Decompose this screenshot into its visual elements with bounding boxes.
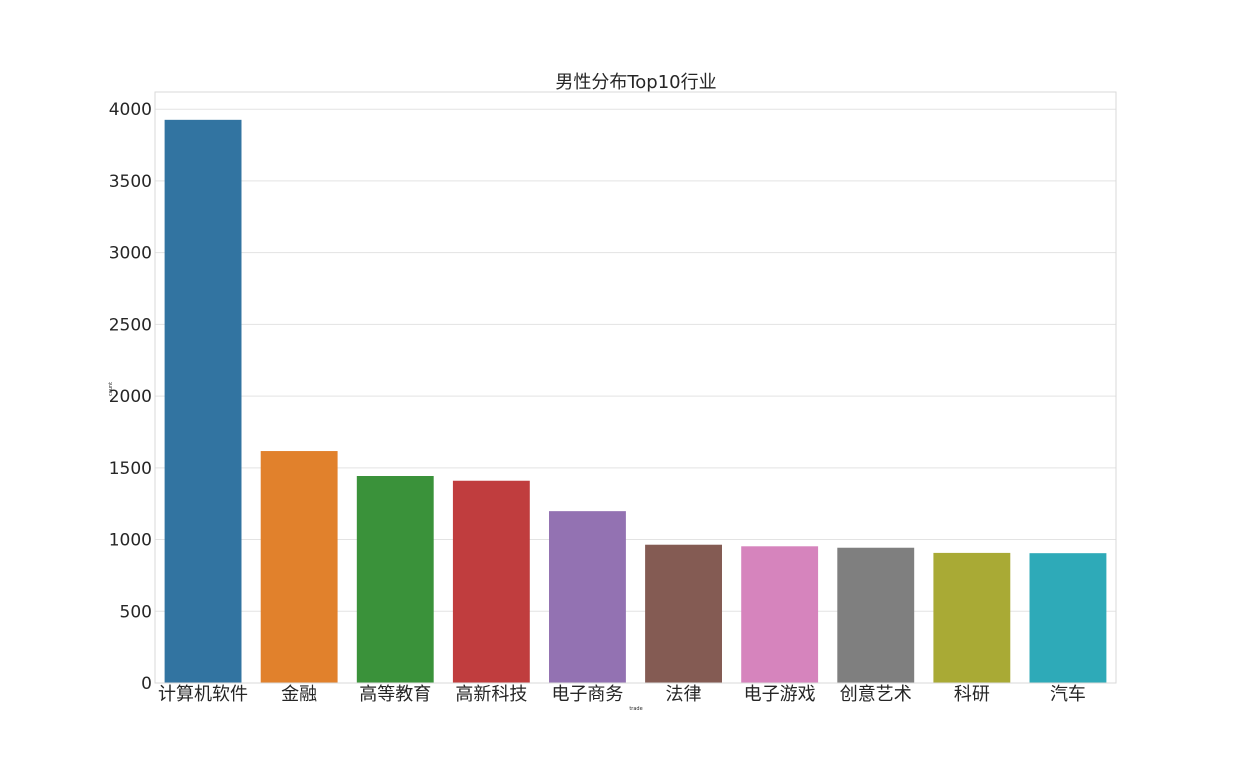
- x-tick-label: 高新科技: [455, 684, 527, 705]
- x-tick-label: 高等教育: [359, 684, 431, 705]
- x-tick-label: 汽车: [1050, 684, 1086, 705]
- bar-4: [452, 480, 530, 683]
- x-tick-label: 电子商务: [551, 684, 623, 705]
- x-tick-labels: 计算机软件 金融 高等教育 高新科技 电子商务 法律 电子游戏 创意艺术 科研 汽车: [158, 684, 1086, 705]
- bar-2: [260, 451, 338, 683]
- x-axis-label: trade: [629, 706, 642, 712]
- chart-title: 男性分布Top10行业: [555, 72, 716, 93]
- y-tick-label: 2000: [109, 387, 152, 407]
- y-tick-label: 1500: [109, 459, 152, 479]
- bars: [164, 119, 1107, 684]
- y-axis-label: count: [108, 382, 114, 396]
- x-tick-label: 创意艺术: [840, 684, 912, 705]
- y-tick-label: 2500: [109, 315, 152, 335]
- bar-7: [741, 546, 819, 683]
- y-tick-label: 1000: [109, 531, 152, 551]
- bar-1: [164, 119, 242, 684]
- x-tick-label: 金融: [281, 684, 317, 705]
- x-tick-label: 计算机软件: [158, 684, 248, 705]
- x-tick-label: 法律: [666, 684, 702, 705]
- bar-8: [837, 547, 915, 683]
- y-tick-label: 3000: [109, 244, 152, 264]
- y-tick-label: 3500: [109, 172, 152, 192]
- x-tick-label: 电子游戏: [744, 684, 816, 705]
- bar-3: [356, 476, 434, 683]
- bar-5: [549, 511, 626, 683]
- bar-10: [1029, 553, 1107, 683]
- x-tick-label: 科研: [954, 684, 990, 705]
- y-tick-labels: 0 500 1000 1500 2000 2500 3000 3500 4000: [109, 100, 152, 694]
- bar-6: [645, 544, 722, 683]
- y-tick-label: 500: [120, 602, 152, 622]
- y-tick-label: 0: [141, 674, 152, 694]
- plot-frame: [154, 91, 1117, 684]
- y-tick-label: 4000: [109, 100, 152, 120]
- bar-9: [933, 552, 1011, 683]
